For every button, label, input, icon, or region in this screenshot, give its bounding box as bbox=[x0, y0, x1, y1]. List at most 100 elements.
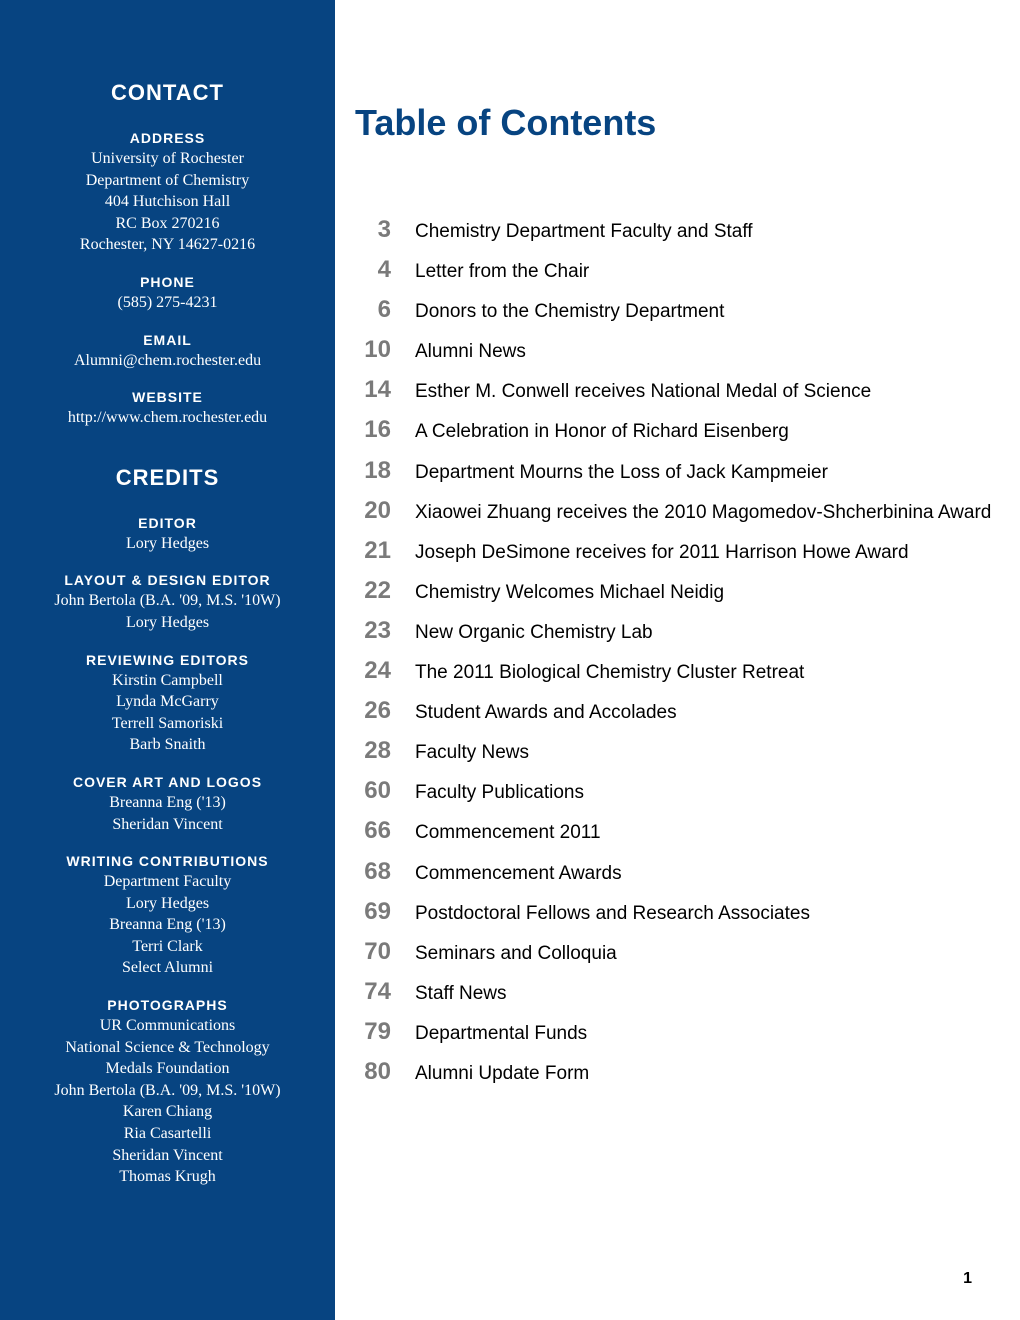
writing-line: Lory Hedges bbox=[24, 893, 311, 915]
website-label: WEBSITE bbox=[24, 389, 311, 405]
toc-item[interactable]: 69Postdoctoral Fellows and Research Asso… bbox=[355, 896, 995, 932]
photos-line: Sheridan Vincent bbox=[24, 1145, 311, 1167]
toc-entry-title: Alumni News bbox=[415, 334, 526, 370]
toc-page-number: 16 bbox=[355, 416, 415, 444]
toc-item[interactable]: 60Faculty Publications bbox=[355, 775, 995, 811]
toc-page-number: 21 bbox=[355, 537, 415, 565]
toc-entry-title: A Celebration in Honor of Richard Eisenb… bbox=[415, 414, 789, 450]
toc-page-number: 4 bbox=[355, 256, 415, 284]
cover-label: COVER ART AND LOGOS bbox=[24, 774, 311, 790]
email-value: Alumni@chem.rochester.edu bbox=[24, 350, 311, 372]
writing-line: Breanna Eng ('13) bbox=[24, 914, 311, 936]
address-block: University of Rochester Department of Ch… bbox=[24, 148, 311, 256]
toc-item[interactable]: 14Esther M. Conwell receives National Me… bbox=[355, 374, 995, 410]
toc-item[interactable]: 4Letter from the Chair bbox=[355, 254, 995, 290]
writing-block: Department Faculty Lory Hedges Breanna E… bbox=[24, 871, 311, 979]
toc-item[interactable]: 70Seminars and Colloquia bbox=[355, 936, 995, 972]
toc-entry-title: Donors to the Chemistry Department bbox=[415, 294, 724, 330]
email-label: EMAIL bbox=[24, 332, 311, 348]
page-number: 1 bbox=[963, 1270, 972, 1288]
photos-label: PHOTOGRAPHS bbox=[24, 997, 311, 1013]
toc-item[interactable]: 74Staff News bbox=[355, 976, 995, 1012]
photos-block: UR Communications National Science & Tec… bbox=[24, 1015, 311, 1188]
toc-page-number: 22 bbox=[355, 577, 415, 605]
toc-item[interactable]: 80Alumni Update Form bbox=[355, 1056, 995, 1092]
toc-page-number: 18 bbox=[355, 457, 415, 485]
editor-label: EDITOR bbox=[24, 515, 311, 531]
writing-line: Select Alumni bbox=[24, 957, 311, 979]
toc-item[interactable]: 26Student Awards and Accolades bbox=[355, 695, 995, 731]
toc-entry-title: The 2011 Biological Chemistry Cluster Re… bbox=[415, 655, 804, 691]
photos-line: Ria Casartelli bbox=[24, 1123, 311, 1145]
main-content: Table of Contents 3Chemistry Department … bbox=[355, 0, 995, 1096]
toc-page-number: 10 bbox=[355, 336, 415, 364]
cover-line: Breanna Eng ('13) bbox=[24, 792, 311, 814]
toc-item[interactable]: 20Xiaowei Zhuang receives the 2010 Magom… bbox=[355, 495, 995, 531]
reviewing-line: Lynda McGarry bbox=[24, 691, 311, 713]
photos-line: Thomas Krugh bbox=[24, 1166, 311, 1188]
toc-page-number: 69 bbox=[355, 898, 415, 926]
reviewing-line: Kirstin Campbell bbox=[24, 670, 311, 692]
toc-page-number: 26 bbox=[355, 697, 415, 725]
toc-entry-title: Postdoctoral Fellows and Research Associ… bbox=[415, 896, 810, 932]
address-line: Department of Chemistry bbox=[24, 170, 311, 192]
toc-entry-title: Xiaowei Zhuang receives the 2010 Magomed… bbox=[415, 495, 991, 531]
toc-page-number: 60 bbox=[355, 777, 415, 805]
address-label: ADDRESS bbox=[24, 130, 311, 146]
address-line: University of Rochester bbox=[24, 148, 311, 170]
reviewing-line: Barb Snaith bbox=[24, 734, 311, 756]
toc-item[interactable]: 23New Organic Chemistry Lab bbox=[355, 615, 995, 651]
toc-page-number: 23 bbox=[355, 617, 415, 645]
toc-page-number: 66 bbox=[355, 817, 415, 845]
toc-item[interactable]: 22Chemistry Welcomes Michael Neidig bbox=[355, 575, 995, 611]
page-title: Table of Contents bbox=[355, 102, 995, 144]
toc-entry-title: Faculty News bbox=[415, 735, 529, 771]
toc-item[interactable]: 10Alumni News bbox=[355, 334, 995, 370]
toc-item[interactable]: 68Commencement Awards bbox=[355, 856, 995, 892]
toc-page-number: 68 bbox=[355, 858, 415, 886]
toc-entry-title: Chemistry Welcomes Michael Neidig bbox=[415, 575, 724, 611]
website-value: http://www.chem.rochester.edu bbox=[24, 407, 311, 429]
toc-item[interactable]: 18Department Mourns the Loss of Jack Kam… bbox=[355, 455, 995, 491]
toc-page-number: 28 bbox=[355, 737, 415, 765]
address-line: 404 Hutchison Hall bbox=[24, 191, 311, 213]
toc-item[interactable]: 28Faculty News bbox=[355, 735, 995, 771]
toc-list: 3Chemistry Department Faculty and Staff 4… bbox=[355, 214, 995, 1092]
photos-line: Karen Chiang bbox=[24, 1101, 311, 1123]
toc-entry-title: Commencement Awards bbox=[415, 856, 622, 892]
toc-entry-title: Seminars and Colloquia bbox=[415, 936, 617, 972]
writing-line: Department Faculty bbox=[24, 871, 311, 893]
cover-line: Sheridan Vincent bbox=[24, 814, 311, 836]
sidebar: CONTACT ADDRESS University of Rochester … bbox=[0, 0, 335, 1320]
photos-line: National Science & Technology bbox=[24, 1037, 311, 1059]
toc-entry-title: Letter from the Chair bbox=[415, 254, 589, 290]
toc-item[interactable]: 6Donors to the Chemistry Department bbox=[355, 294, 995, 330]
toc-entry-title: Joseph DeSimone receives for 2011 Harris… bbox=[415, 535, 909, 571]
layout-line: Lory Hedges bbox=[24, 612, 311, 634]
phone-value: (585) 275-4231 bbox=[24, 292, 311, 314]
toc-item[interactable]: 3Chemistry Department Faculty and Staff bbox=[355, 214, 995, 250]
toc-entry-title: Commencement 2011 bbox=[415, 815, 601, 851]
photos-line: UR Communications bbox=[24, 1015, 311, 1037]
reviewing-line: Terrell Samoriski bbox=[24, 713, 311, 735]
toc-entry-title: Chemistry Department Faculty and Staff bbox=[415, 214, 753, 250]
reviewing-block: Kirstin Campbell Lynda McGarry Terrell S… bbox=[24, 670, 311, 756]
toc-entry-title: Department Mourns the Loss of Jack Kampm… bbox=[415, 455, 828, 491]
toc-entry-title: Staff News bbox=[415, 976, 507, 1012]
toc-item[interactable]: 79Departmental Funds bbox=[355, 1016, 995, 1052]
cover-block: Breanna Eng ('13) Sheridan Vincent bbox=[24, 792, 311, 835]
toc-item[interactable]: 16A Celebration in Honor of Richard Eise… bbox=[355, 414, 995, 450]
editor-value: Lory Hedges bbox=[24, 533, 311, 555]
toc-page-number: 20 bbox=[355, 497, 415, 525]
toc-entry-title: Esther M. Conwell receives National Meda… bbox=[415, 374, 871, 410]
photos-line: John Bertola (B.A. '09, M.S. '10W) bbox=[24, 1080, 311, 1102]
toc-item[interactable]: 21Joseph DeSimone receives for 2011 Harr… bbox=[355, 535, 995, 571]
toc-item[interactable]: 24The 2011 Biological Chemistry Cluster … bbox=[355, 655, 995, 691]
toc-item[interactable]: 66Commencement 2011 bbox=[355, 815, 995, 851]
toc-entry-title: Faculty Publications bbox=[415, 775, 584, 811]
toc-page-number: 80 bbox=[355, 1058, 415, 1086]
layout-block: John Bertola (B.A. '09, M.S. '10W) Lory … bbox=[24, 590, 311, 633]
toc-entry-title: Alumni Update Form bbox=[415, 1056, 589, 1092]
layout-line: John Bertola (B.A. '09, M.S. '10W) bbox=[24, 590, 311, 612]
toc-page-number: 6 bbox=[355, 296, 415, 324]
